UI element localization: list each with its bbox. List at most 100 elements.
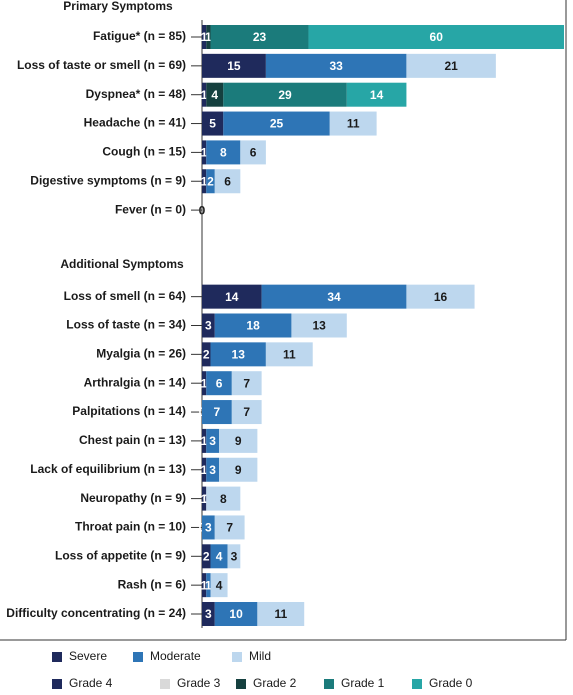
value-label: 7 <box>243 376 250 390</box>
value-label: 4 <box>216 549 223 563</box>
bar-segment <box>291 313 347 338</box>
bar-segment <box>202 486 207 511</box>
category-label: Cough (n = 15) <box>102 145 186 159</box>
value-label: 6 <box>216 376 223 390</box>
section-title: Additional Symptoms <box>60 257 184 271</box>
bar-segment <box>206 457 220 482</box>
category-label: Palpitations (n = 14) <box>72 404 186 418</box>
bar-segment <box>202 284 262 309</box>
category-label: Throat pain (n = 10) <box>75 520 186 534</box>
legend-label: Grade 2 <box>253 676 297 690</box>
value-label: 1 <box>201 88 208 102</box>
bar-segment <box>206 573 211 598</box>
value-label: 6 <box>250 146 257 160</box>
value-label: 1 <box>201 146 208 160</box>
legend-label: Severe <box>69 649 107 663</box>
legend-swatch <box>133 652 143 662</box>
bar-segment <box>227 544 241 569</box>
bar-segment <box>265 342 313 367</box>
bar-segment <box>206 428 220 453</box>
bar-segment <box>206 371 232 396</box>
bar-segment <box>206 25 211 49</box>
bar-segment <box>240 140 266 165</box>
value-label: 1 <box>201 492 208 506</box>
bar-segment <box>202 400 232 425</box>
bar-segment <box>202 169 207 194</box>
value-label: 5 <box>209 117 216 131</box>
category-label: Loss of smell (n = 64) <box>64 289 186 303</box>
value-label: 2 <box>203 549 210 563</box>
value-label: 11 <box>274 607 287 621</box>
value-label: 25 <box>270 117 284 131</box>
bar-segment <box>202 457 207 482</box>
value-label: 7 <box>214 405 221 419</box>
value-label: 1 <box>201 30 208 44</box>
bar-segment <box>214 313 292 338</box>
value-label: 7 <box>226 521 233 535</box>
value-label: 7 <box>243 405 250 419</box>
category-label: Neuropathy (n = 9) <box>80 491 186 505</box>
bar-segment <box>202 515 215 540</box>
category-label: Fever (n = 0) <box>115 202 186 216</box>
category-label: Rash (n = 6) <box>118 577 186 591</box>
bar-segment <box>346 82 407 107</box>
value-label: 0 <box>199 203 206 217</box>
category-label: Dyspnea* (n = 48) <box>86 87 186 101</box>
bar-segment <box>202 313 215 338</box>
category-label: Lack of equilibrium (n = 13) <box>30 462 186 476</box>
value-label: 14 <box>225 290 239 304</box>
bar-segment <box>214 515 245 540</box>
bar-segment <box>202 82 207 107</box>
legend-swatch <box>52 652 62 662</box>
category-label: Difficulty concentrating (n = 24) <box>6 606 186 620</box>
legend-swatch <box>232 652 242 662</box>
bar-segment <box>202 371 207 396</box>
bar-segment <box>202 342 211 367</box>
legend-label: Grade 1 <box>341 676 385 690</box>
bar-segment <box>202 140 207 165</box>
value-label: 4 <box>211 88 218 102</box>
bar-segment <box>329 111 377 136</box>
bar-segment <box>202 25 207 49</box>
bar-segment <box>261 284 407 309</box>
value-label: 23 <box>253 30 267 44</box>
bar-segment <box>257 602 305 626</box>
legend-swatch <box>160 679 170 689</box>
bar-segment <box>231 371 262 396</box>
legend-label: Grade 3 <box>177 676 221 690</box>
bar-segment <box>265 53 407 78</box>
bar-segment <box>223 82 347 107</box>
value-label: 0 <box>199 203 206 217</box>
bar-segment <box>223 111 330 136</box>
category-label: Chest pain (n = 13) <box>79 433 186 447</box>
value-label: 8 <box>220 146 227 160</box>
bar-segment <box>219 457 258 482</box>
legend-label: Grade 4 <box>69 676 113 690</box>
value-label: 1 <box>201 463 208 477</box>
category-label: Digestive symptoms (n = 9) <box>30 173 186 187</box>
value-label: 6 <box>224 174 231 188</box>
category-label: Loss of appetite (n = 9) <box>55 548 186 562</box>
legend-swatch <box>52 679 62 689</box>
legend-swatch <box>236 679 246 689</box>
bar-segment <box>214 169 241 194</box>
value-label: 9 <box>235 434 242 448</box>
value-label: 13 <box>312 319 326 333</box>
legend-swatch <box>412 679 422 689</box>
bar-segment <box>206 82 224 107</box>
value-label: 1 <box>201 434 208 448</box>
bar-segment <box>206 140 241 165</box>
bar-segment <box>210 25 309 49</box>
value-label: 9 <box>235 463 242 477</box>
value-label: 1 <box>201 376 208 390</box>
value-label: 2 <box>207 174 214 188</box>
category-label: Fatigue* (n = 85) <box>93 29 186 43</box>
value-label: 60 <box>430 30 444 44</box>
value-label: 3 <box>209 434 216 448</box>
bar-segment <box>406 53 496 78</box>
value-label: 3 <box>205 521 212 535</box>
bar-segment <box>202 602 215 626</box>
bar-segment <box>202 544 211 569</box>
category-label: Arthralgia (n = 14) <box>84 375 186 389</box>
